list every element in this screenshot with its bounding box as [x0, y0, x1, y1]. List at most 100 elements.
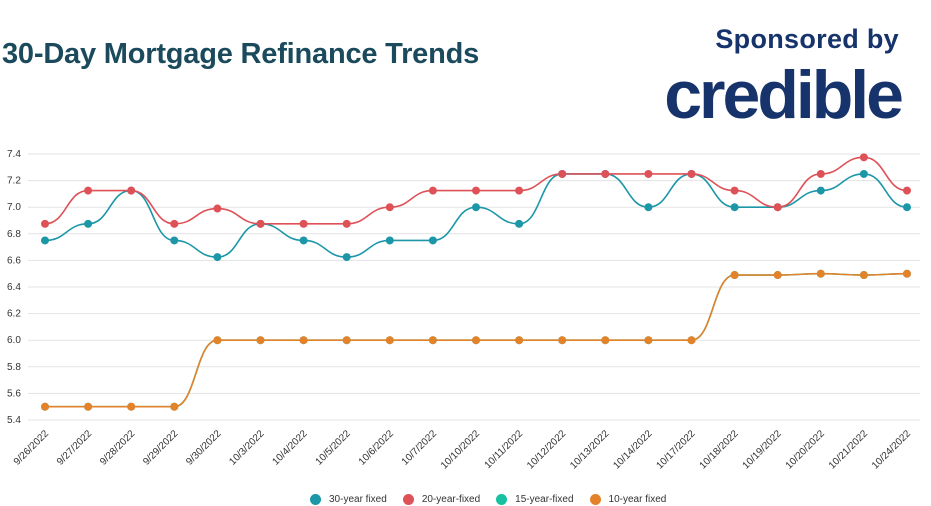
data-point [84, 219, 93, 228]
sponsor-block: Sponsored by credible [664, 24, 904, 133]
x-tick-label: 10/4/2022 [270, 428, 310, 468]
legend-label: 10-year fixed [608, 494, 667, 505]
data-point [472, 186, 480, 195]
data-point [601, 336, 610, 345]
chart-title: 30-Day Mortgage Refinance Trends [2, 38, 480, 70]
legend-swatch [402, 494, 414, 505]
x-tick-label: 10/3/2022 [227, 428, 267, 468]
legend-label: 30-year fixed [329, 494, 387, 505]
data-point [859, 153, 868, 162]
series-points [41, 153, 911, 411]
data-point [213, 204, 222, 213]
x-tick-label: 10/19/2022 [741, 428, 784, 471]
y-tick-label: 5.6 [7, 388, 21, 399]
x-tick-label: 10/18/2022 [698, 428, 741, 471]
x-tick-label: 10/21/2022 [827, 428, 870, 471]
data-point [41, 219, 49, 228]
legend-swatch [310, 494, 321, 505]
legend-swatch [589, 494, 601, 505]
data-point [170, 402, 179, 411]
data-point [515, 186, 524, 195]
legend-label: 20-year-fixed [421, 494, 481, 505]
data-point [41, 236, 49, 245]
x-tick-label: 10/7/2022 [400, 428, 440, 468]
chart-legend: 30-year fixed 20-year-fixed 15-year-fixed 1… [310, 494, 666, 505]
data-point [170, 219, 179, 228]
data-point [84, 186, 93, 195]
data-point [816, 186, 825, 195]
data-point [428, 236, 437, 245]
y-tick-label: 7.2 [7, 176, 21, 187]
data-point [773, 203, 782, 212]
y-tick-label: 5.4 [7, 415, 21, 426]
data-point [730, 271, 739, 280]
legend-item: 30-year fixed [310, 494, 387, 505]
series-line-0 [44, 173, 908, 258]
data-point [385, 203, 394, 212]
data-point [903, 203, 911, 212]
data-point [299, 236, 308, 245]
data-point [299, 336, 308, 345]
y-tick-label: 6.2 [7, 309, 21, 320]
data-point [127, 402, 136, 411]
data-point [644, 203, 653, 212]
data-point [385, 236, 394, 245]
data-point [472, 336, 480, 345]
sponsor-label: Sponsored by [715, 24, 899, 54]
x-tick-label: 9/30/2022 [184, 428, 224, 468]
data-point [41, 402, 49, 411]
data-point [903, 186, 911, 195]
data-point [816, 169, 825, 178]
x-tick-label: 9/27/2022 [55, 428, 95, 468]
data-point [859, 271, 868, 280]
data-point [644, 336, 653, 345]
data-point [428, 186, 437, 195]
data-point [299, 219, 308, 228]
data-point [342, 336, 351, 345]
data-point [558, 169, 567, 178]
data-point [213, 253, 222, 262]
x-tick-label: 9/28/2022 [98, 428, 138, 468]
sponsor-logo: credible [664, 57, 904, 133]
legend-label: 15-year-fixed [515, 494, 574, 505]
data-point [472, 203, 480, 212]
y-tick-label: 7.4 [7, 149, 21, 160]
x-tick-label: 10/6/2022 [357, 428, 397, 468]
x-tick-label: 9/26/2022 [12, 428, 52, 468]
legend-item: 15-year-fixed [496, 494, 574, 505]
data-point [515, 336, 524, 345]
data-point [816, 269, 825, 278]
x-axis: 9/26/2022 9/27/2022 9/28/2022 9/29/2022 9/30… [12, 428, 914, 471]
x-tick-label: 10/14/2022 [611, 428, 654, 471]
x-tick-label: 10/11/2022 [483, 428, 526, 471]
legend-item: 10-year fixed [589, 494, 667, 505]
x-tick-label: 10/5/2022 [314, 428, 354, 468]
x-tick-label: 10/13/2022 [568, 428, 611, 471]
y-tick-label: 6.6 [7, 255, 21, 266]
data-point [256, 219, 265, 228]
y-tick-label: 6.0 [7, 335, 21, 346]
data-point [342, 253, 351, 262]
data-point [213, 336, 222, 345]
data-point [903, 269, 911, 278]
y-axis: 5.4 5.6 5.8 6.0 6.2 6.4 6.6 6.8 7.0 7.2 7.4 [7, 149, 21, 426]
x-tick-label: 10/20/2022 [784, 428, 827, 471]
series-lines [44, 156, 908, 408]
data-point [687, 336, 696, 345]
data-point [687, 169, 696, 178]
data-point [127, 186, 136, 195]
y-tick-label: 6.8 [7, 229, 21, 240]
data-point [515, 219, 524, 228]
y-tick-label: 6.4 [7, 282, 21, 293]
data-point [730, 203, 739, 212]
data-point [342, 219, 351, 228]
data-point [558, 336, 567, 345]
data-point [644, 169, 653, 178]
data-point [601, 169, 610, 178]
x-tick-label: 10/17/2022 [654, 428, 697, 471]
x-tick-label: 9/29/2022 [141, 428, 181, 468]
y-tick-label: 5.8 [7, 362, 21, 373]
data-point [256, 336, 265, 345]
x-tick-label: 10/24/2022 [870, 428, 913, 471]
data-point [773, 271, 782, 280]
